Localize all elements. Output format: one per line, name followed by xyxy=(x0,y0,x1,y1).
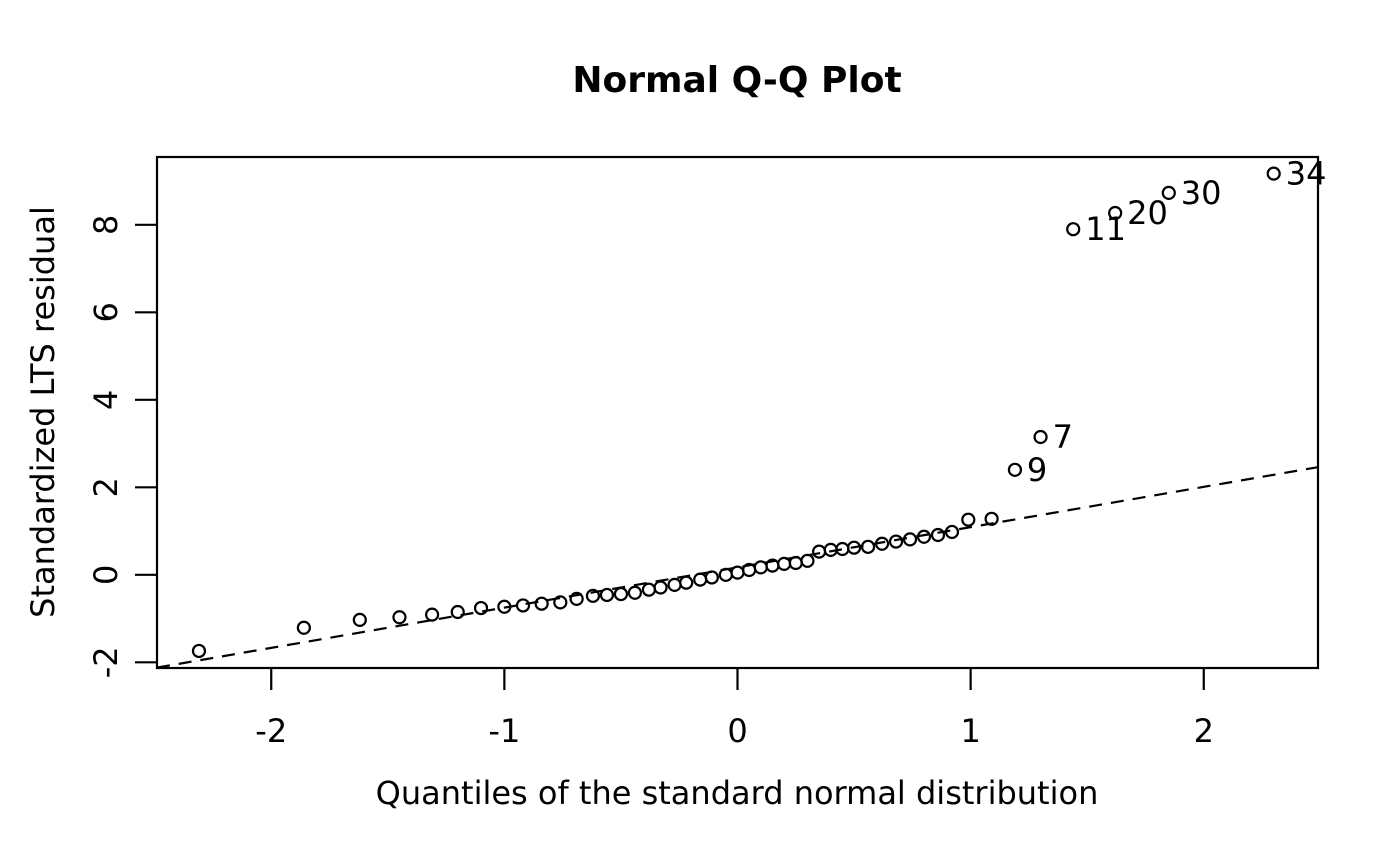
y-tick-label: -2 xyxy=(87,646,125,678)
data-point xyxy=(392,610,407,625)
data-point xyxy=(667,577,682,592)
axis-ticks-group: -2 -1 0 1 2 -2 0 2 4 6 8 xyxy=(87,215,1214,750)
data-point xyxy=(450,604,465,620)
data-point xyxy=(984,511,999,526)
data-point xyxy=(777,556,792,571)
outlier-label: 34 xyxy=(1286,155,1327,193)
x-tick-label: 1 xyxy=(960,712,980,750)
data-point xyxy=(944,524,960,540)
outlier-label: 20 xyxy=(1127,194,1168,232)
y-tick-label: 4 xyxy=(87,390,125,410)
data-point xyxy=(352,612,367,627)
plot-box xyxy=(155,155,1320,670)
data-point xyxy=(515,598,531,613)
outlier-label: 7 xyxy=(1053,418,1073,456)
data-point xyxy=(424,607,440,622)
data-point xyxy=(534,596,549,611)
outlier-point xyxy=(1033,429,1048,445)
x-tick-label: -2 xyxy=(255,712,287,750)
data-point xyxy=(653,580,668,595)
data-point xyxy=(811,544,827,559)
data-point xyxy=(613,586,629,602)
data-point xyxy=(473,600,489,616)
x-axis-label: Quantiles of the standard normal distrib… xyxy=(376,774,1099,812)
outlier-point xyxy=(1266,166,1281,181)
data-point xyxy=(874,536,890,551)
data-point xyxy=(916,529,932,544)
data-points-group xyxy=(191,511,999,659)
y-tick-label: 2 xyxy=(87,477,125,497)
y-tick-label: 8 xyxy=(87,215,125,235)
data-point xyxy=(846,540,862,555)
data-point xyxy=(191,643,207,659)
data-point xyxy=(930,527,946,543)
data-point xyxy=(599,587,615,603)
x-tick-label: -1 xyxy=(488,712,520,750)
data-point xyxy=(730,565,745,580)
y-tick-label: 6 xyxy=(87,302,125,322)
data-point xyxy=(553,595,568,610)
data-point xyxy=(641,582,657,597)
data-point xyxy=(569,591,584,606)
data-point xyxy=(296,620,311,635)
outlier-label: 9 xyxy=(1027,451,1047,489)
data-point xyxy=(888,534,904,549)
data-point xyxy=(718,567,733,582)
data-point xyxy=(753,560,768,575)
x-tick-label: 2 xyxy=(1194,712,1214,750)
data-point xyxy=(693,572,708,587)
y-axis-label: Standardized LTS residual xyxy=(24,206,62,618)
data-point xyxy=(679,575,694,590)
outlier-point xyxy=(1007,462,1023,477)
outlier-label: 30 xyxy=(1181,174,1222,212)
x-tick-label: 0 xyxy=(727,712,747,750)
data-point xyxy=(704,570,719,585)
data-point xyxy=(860,539,876,554)
data-point xyxy=(902,532,918,547)
data-point xyxy=(497,599,512,614)
y-tick-label: 0 xyxy=(87,565,125,585)
chart-title: Normal Q-Q Plot xyxy=(572,60,901,101)
data-point xyxy=(585,588,601,603)
outlier-point xyxy=(1066,222,1081,237)
outlier-point xyxy=(1108,205,1123,221)
data-point xyxy=(788,555,803,571)
data-point xyxy=(961,512,976,527)
data-point xyxy=(800,553,815,568)
data-point xyxy=(627,585,643,600)
outlier-point xyxy=(1161,185,1176,200)
